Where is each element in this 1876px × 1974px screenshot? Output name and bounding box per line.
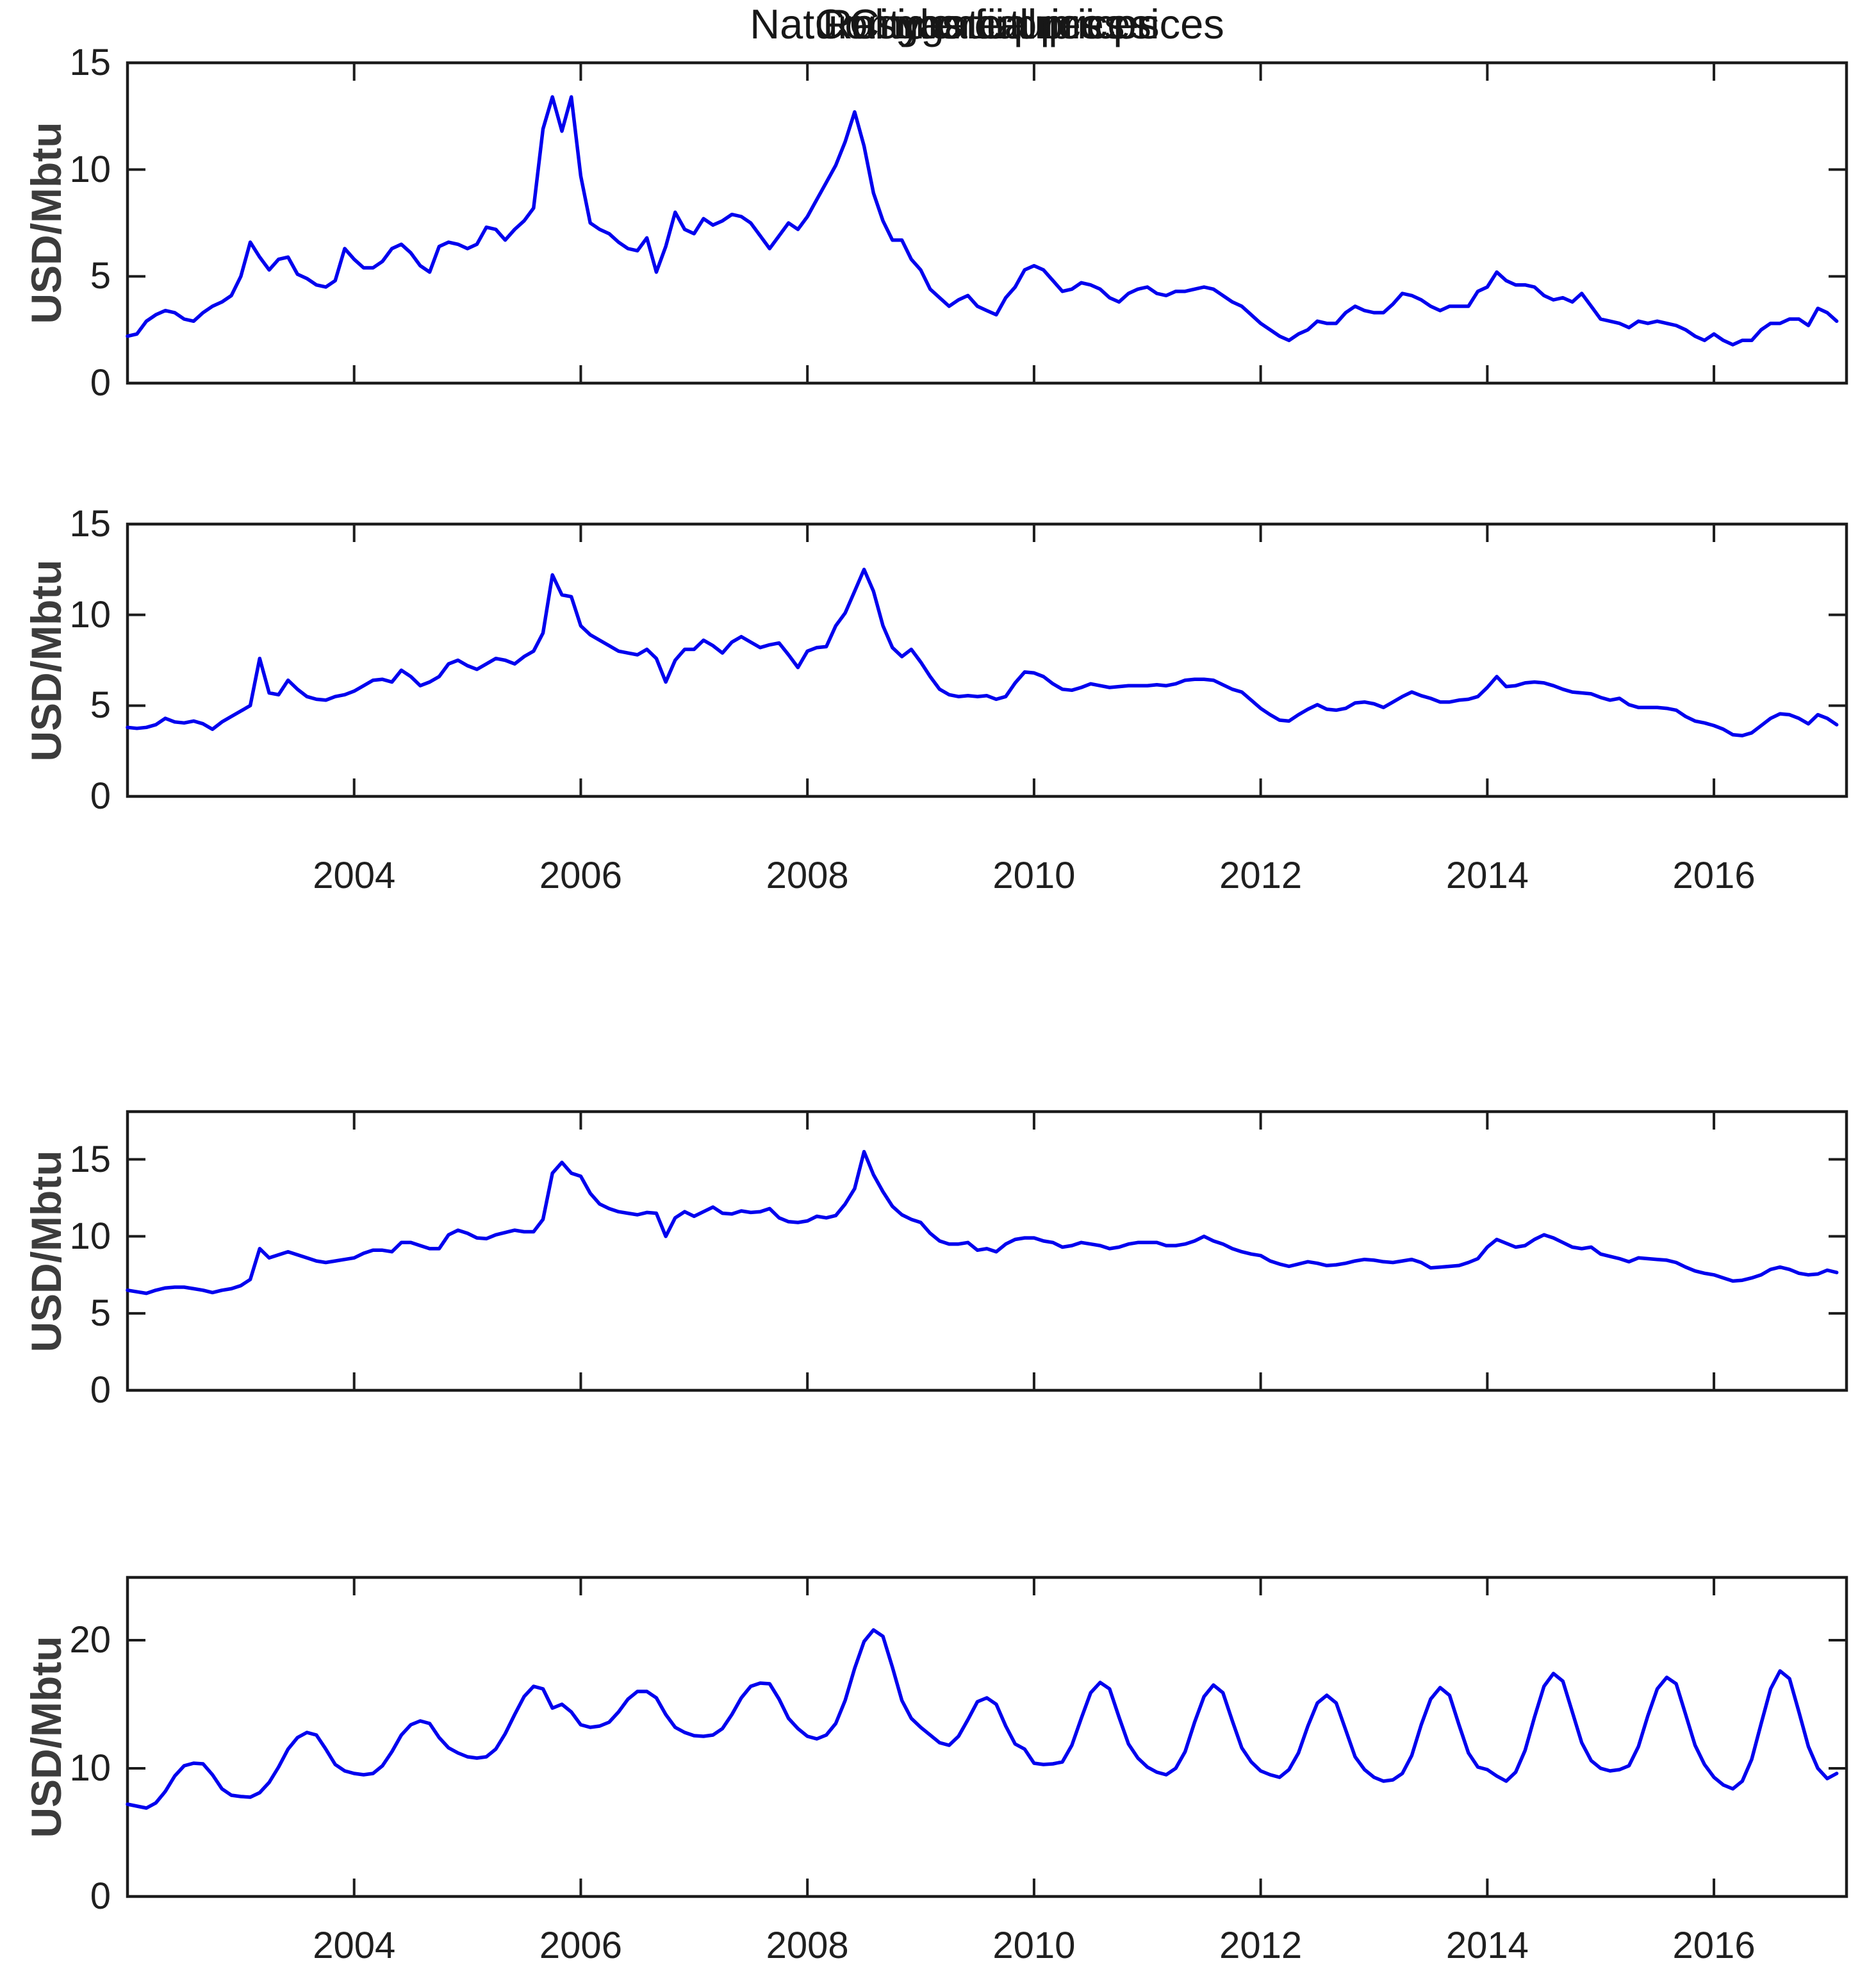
x-tick-label: 2016 [1672, 855, 1756, 896]
series-line-commercial [126, 1149, 1839, 1295]
y-tick-label: 10 [69, 593, 111, 636]
x-tick-label: 2014 [1445, 855, 1529, 896]
y-axis-label-residential: USD/Mbtu [22, 1636, 70, 1838]
series-line-residential [126, 1628, 1839, 1810]
chart-title-natural-gas-futures: Natural gas futures prices [750, 1, 1224, 47]
x-tick-label: 2008 [766, 855, 849, 896]
y-axis-label-citygate: USD/Mbtu [22, 559, 70, 762]
axes-box [126, 1575, 1848, 1898]
x-tick-label: 2010 [992, 855, 1076, 896]
y-tick-label: 0 [90, 775, 111, 817]
axes-box [126, 1110, 1848, 1392]
y-tick-label: 15 [69, 503, 111, 545]
x-tick-label: 2008 [766, 1925, 849, 1966]
chart-panel-commercial [126, 1110, 1848, 1392]
series-line-citygate [126, 568, 1839, 737]
chart-panel-natural-gas-futures [126, 61, 1848, 385]
x-tick-label: 2006 [539, 1925, 622, 1966]
y-tick-label: 5 [90, 1292, 111, 1334]
x-tick-label: 2012 [1219, 855, 1303, 896]
chart-panel-residential [126, 1575, 1848, 1898]
chart-title-residential: Residential prices [822, 1, 1152, 47]
chart-panel-citygate [126, 522, 1848, 798]
axes-box [126, 61, 1848, 385]
y-tick-label: 10 [69, 1747, 111, 1789]
chart-title-commercial: Commercial prices [814, 1, 1160, 47]
y-tick-label: 5 [90, 255, 111, 297]
x-tick-label: 2004 [313, 1925, 396, 1966]
y-tick-label: 0 [90, 1875, 111, 1917]
chart-title-citygate: Citygate prices [849, 1, 1125, 47]
x-tick-label: 2006 [539, 855, 622, 896]
x-tick-label: 2012 [1219, 1925, 1303, 1966]
y-tick-label: 5 [90, 684, 111, 727]
x-tick-label: 2010 [992, 1925, 1076, 1966]
y-tick-label: 10 [69, 148, 111, 190]
y-tick-label: 15 [69, 1138, 111, 1180]
axes-box [126, 522, 1848, 798]
x-tick-label: 2016 [1672, 1925, 1756, 1966]
x-tick-label: 2004 [313, 855, 396, 896]
y-tick-label: 0 [90, 362, 111, 404]
y-tick-label: 10 [69, 1215, 111, 1257]
y-tick-label: 20 [69, 1619, 111, 1661]
series-line-natural-gas-futures [126, 95, 1839, 347]
y-tick-label: 15 [69, 42, 111, 83]
y-tick-label: 0 [90, 1369, 111, 1411]
x-tick-label: 2014 [1445, 1925, 1529, 1966]
